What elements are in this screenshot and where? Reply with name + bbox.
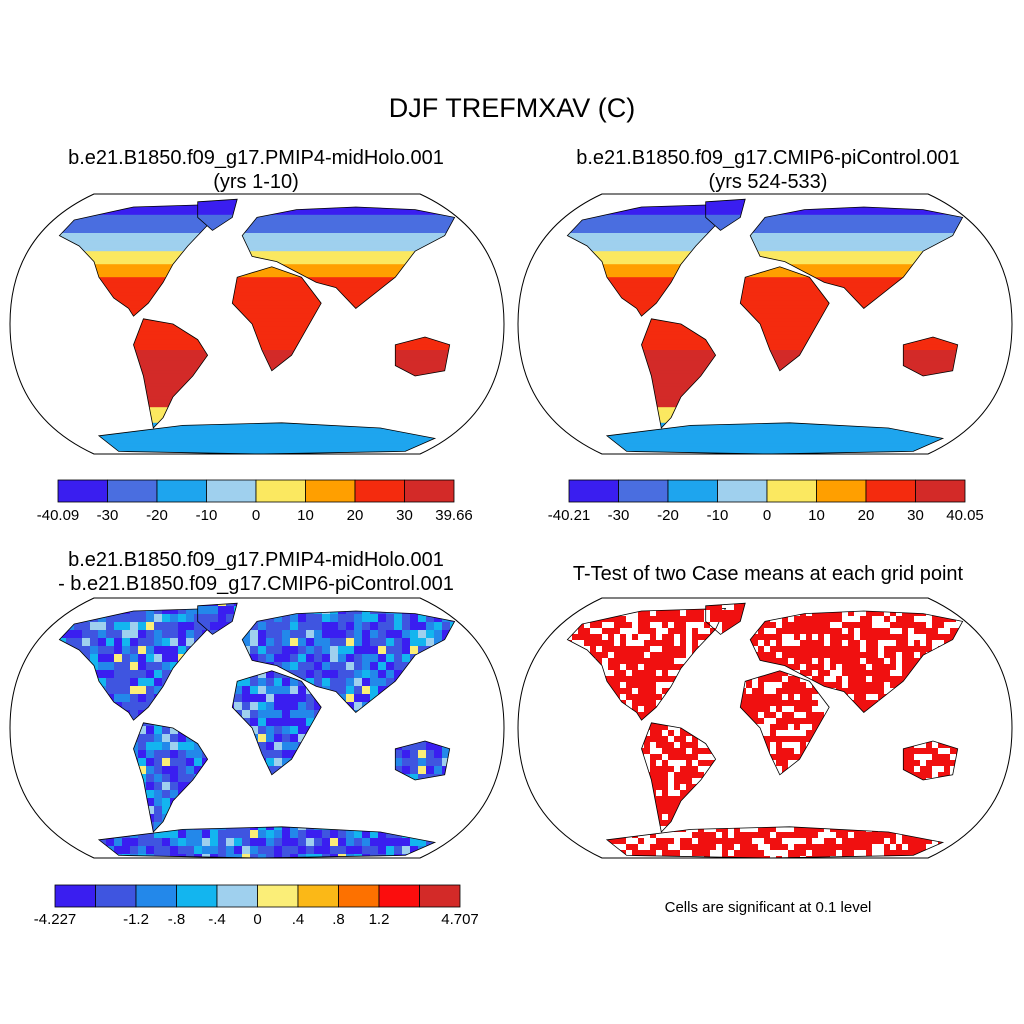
colorbar-2 (568, 479, 966, 503)
colorbar-tick-label: -4.227 (34, 911, 77, 928)
panel2-title-line1: b.e21.B1850.f09_g17.CMIP6-piControl.001 (512, 146, 1024, 170)
colorbar-tick-label: -10 (196, 507, 218, 524)
panel1-title-line1: b.e21.B1850.f09_g17.PMIP4-midHolo.001 (0, 146, 512, 170)
colorbar-tick-label: .4 (292, 911, 305, 928)
significance-note: Cells are significant at 0.1 level (512, 899, 1024, 916)
map-panel-1 (9, 193, 505, 455)
continent-australia (394, 336, 451, 377)
colorbar-swatch (338, 884, 380, 908)
map-panel-4 (517, 597, 1013, 859)
colorbar-swatch (176, 884, 218, 908)
colorbar-swatch (206, 479, 257, 503)
colorbar-swatch (865, 479, 916, 503)
colorbar-tick-label: 0 (253, 911, 261, 928)
panel3-title: b.e21.B1850.f09_g17.PMIP4-midHolo.001 - … (0, 548, 512, 596)
colorbar-tick-label: 30 (907, 507, 924, 524)
panel2-title-line2: (yrs 524-533) (512, 170, 1024, 194)
colorbar-swatch (816, 479, 867, 503)
continent-north-america (58, 203, 219, 317)
map-panel-2 (517, 193, 1013, 455)
colorbar-tick-label: -20 (146, 507, 168, 524)
panel4-title: T-Test of two Case means at each grid po… (512, 562, 1024, 586)
colorbar-tick-label: 10 (808, 507, 825, 524)
panel1-title-line2: (yrs 1-10) (0, 170, 512, 194)
colorbar-tick-label: -40.21 (548, 507, 591, 524)
colorbar-tick-label: 10 (297, 507, 314, 524)
colorbar-swatch (216, 884, 258, 908)
colorbar-tick-label: 40.05 (946, 507, 984, 524)
colorbar-tick-label: 0 (763, 507, 771, 524)
panel1-title: b.e21.B1850.f09_g17.PMIP4-midHolo.001 (y… (0, 146, 512, 194)
colorbar-swatch (404, 479, 455, 503)
map-panel-3 (9, 597, 505, 859)
colorbar-swatch (255, 479, 306, 503)
panel3-title-line1: b.e21.B1850.f09_g17.PMIP4-midHolo.001 (0, 548, 512, 572)
colorbar-tick-label: -40.09 (37, 507, 80, 524)
colorbar-1 (57, 479, 455, 503)
colorbar-tick-label: 1.2 (369, 911, 390, 928)
colorbar-tick-label: 20 (858, 507, 875, 524)
colorbar-tick-label: -10 (707, 507, 729, 524)
colorbar-swatch (95, 884, 137, 908)
continent-eurasia (749, 206, 964, 309)
colorbar-swatch (257, 884, 299, 908)
colorbar-tick-label: 30 (396, 507, 413, 524)
colorbar-swatch (354, 479, 405, 503)
colorbar-tick-label: -.8 (168, 911, 186, 928)
colorbar-tick-label: 20 (347, 507, 364, 524)
colorbar-swatch (766, 479, 817, 503)
colorbar-swatch (915, 479, 966, 503)
colorbar-tick-label: -30 (97, 507, 119, 524)
colorbar-swatch (717, 479, 768, 503)
colorbar-swatch (297, 884, 339, 908)
continent-antarctica (605, 826, 945, 858)
colorbar-swatch (135, 884, 177, 908)
colorbar-swatch (156, 479, 207, 503)
colorbar-2-labels: -40.21 -30 -20 -10 0 10 20 30 40.05 (548, 507, 984, 527)
panel3-title-line2: - b.e21.B1850.f09_g17.CMIP6-piControl.00… (0, 572, 512, 596)
colorbar-tick-label: -20 (657, 507, 679, 524)
colorbar-tick-label: -30 (608, 507, 630, 524)
colorbar-tick-label: 0 (252, 507, 260, 524)
colorbar-1-labels: -40.09 -30 -20 -10 0 10 20 30 39.66 (37, 507, 473, 527)
continent-africa (739, 266, 830, 372)
colorbar-tick-label: -.4 (208, 911, 226, 928)
colorbar-swatch (107, 479, 158, 503)
colorbar-swatch (57, 479, 108, 503)
colorbar-swatch (618, 479, 669, 503)
colorbar-swatch (667, 479, 718, 503)
colorbar-swatch (305, 479, 356, 503)
colorbar-tick-label: -1.2 (123, 911, 149, 928)
colorbar-swatch (54, 884, 96, 908)
figure-title: DJF TREFMXAV (C) (0, 93, 1024, 124)
colorbar-tick-label: 4.707 (441, 911, 479, 928)
colorbar-swatch (419, 884, 461, 908)
continent-antarctica (605, 422, 945, 454)
colorbar-tick-label: .8 (332, 911, 345, 928)
continent-australia (902, 336, 959, 377)
panel2-title: b.e21.B1850.f09_g17.CMIP6-piControl.001 … (512, 146, 1024, 194)
continent-antarctica (97, 422, 437, 454)
colorbar-tick-label: 39.66 (435, 507, 473, 524)
colorbar-3-labels: -4.227 -1.2 -.8 -.4 0 .4 .8 1.2 4.707 (34, 911, 479, 931)
colorbar-swatch (378, 884, 420, 908)
colorbar-3 (54, 884, 461, 908)
colorbar-swatch (568, 479, 619, 503)
